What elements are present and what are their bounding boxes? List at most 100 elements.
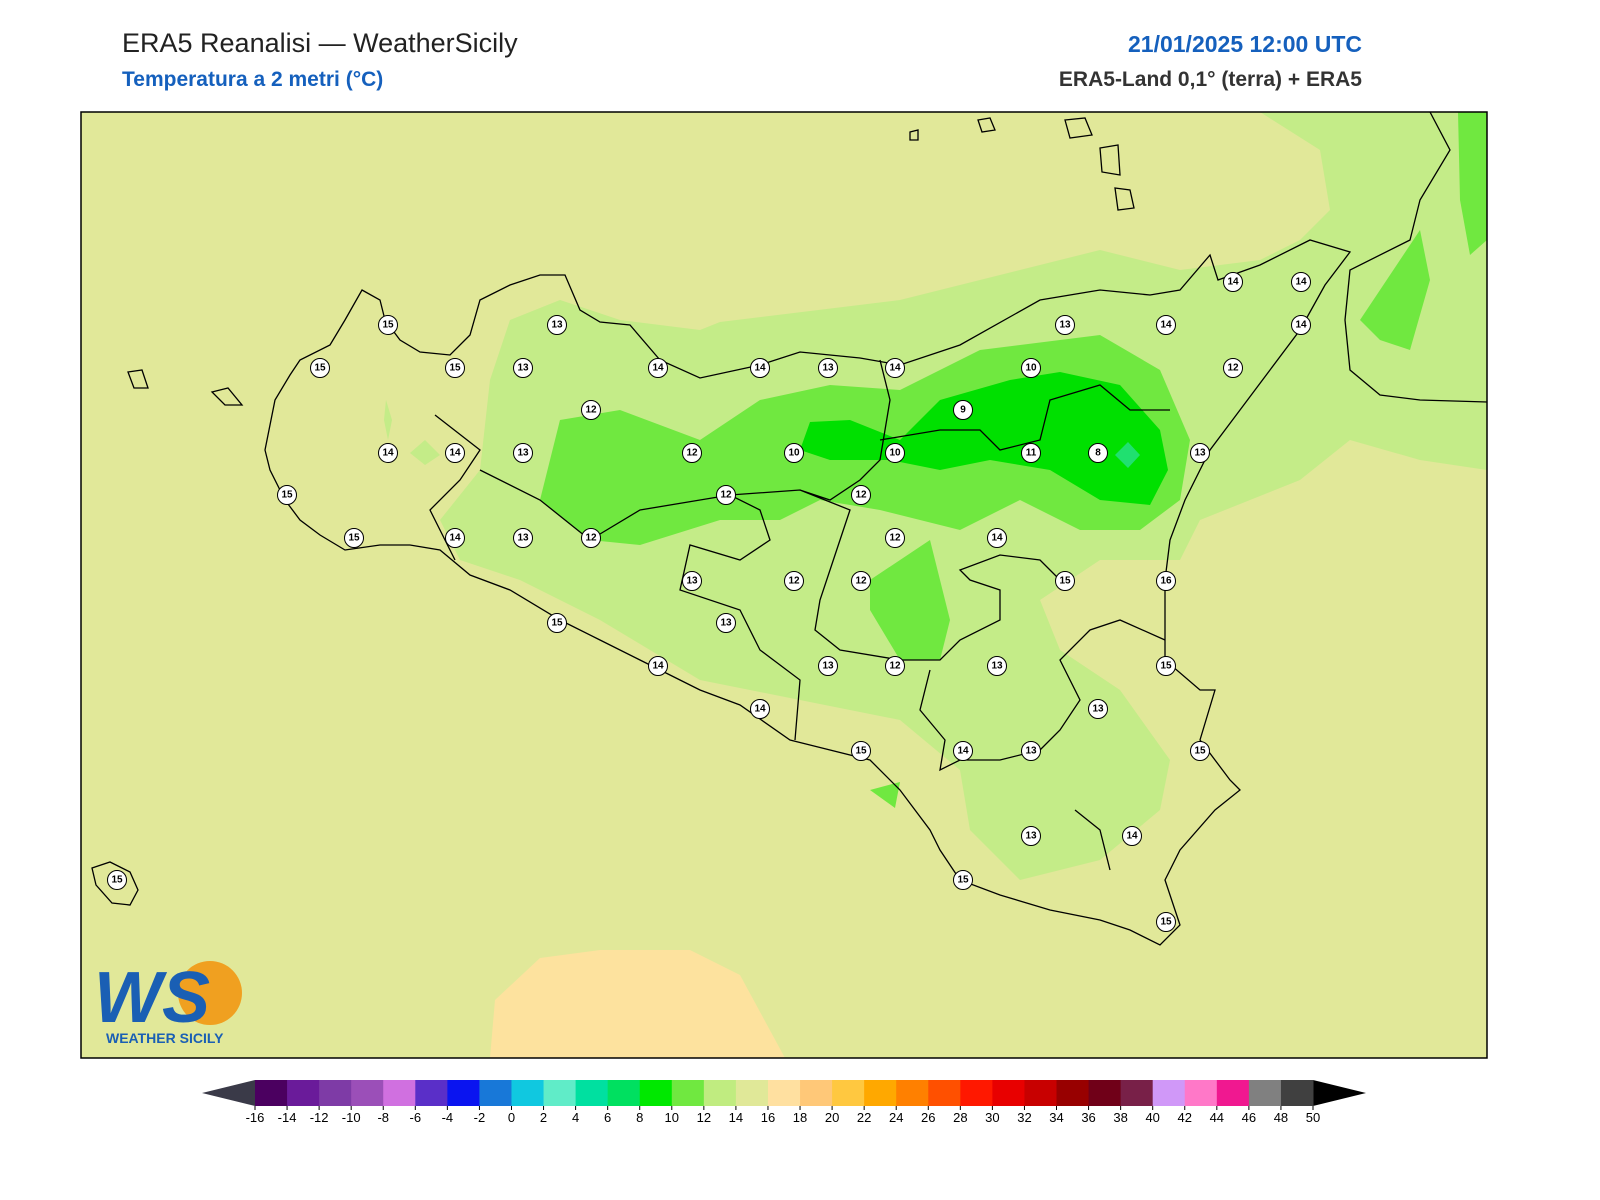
- station-marker: [716, 613, 736, 633]
- colorbar-bin: [832, 1080, 865, 1106]
- station-marker: [1021, 443, 1041, 463]
- station-value: 14: [1295, 277, 1307, 288]
- station-marker: [1021, 358, 1041, 378]
- station: 10: [784, 443, 804, 463]
- colorbar-label: 42: [1178, 1110, 1192, 1125]
- station-marker: [107, 870, 127, 890]
- station-value: 14: [889, 363, 901, 374]
- station: 15: [107, 870, 127, 890]
- station-value: 12: [585, 405, 597, 416]
- station: 15: [953, 870, 973, 890]
- station-value: 12: [855, 576, 867, 587]
- sicily-coast: [264, 239, 1352, 946]
- station-marker: [1021, 826, 1041, 846]
- station-value: 12: [889, 661, 901, 672]
- colorbar-label: -6: [410, 1110, 422, 1125]
- station-value: 14: [754, 363, 766, 374]
- colorbar-bin: [671, 1080, 705, 1106]
- station-value: 15: [1194, 746, 1206, 757]
- station-value: 13: [517, 533, 529, 544]
- station-marker: [1055, 315, 1075, 335]
- station-marker: [277, 485, 297, 505]
- station-marker: [344, 528, 364, 548]
- colorbar-bin: [415, 1080, 448, 1106]
- station-value: 12: [1227, 363, 1239, 374]
- contour-16: [490, 950, 785, 1058]
- colorbar-bin: [255, 1080, 288, 1106]
- station-marker: [1156, 656, 1176, 676]
- station: 14: [1156, 315, 1176, 335]
- station-marker: [1223, 358, 1243, 378]
- colorbar-bin: [1056, 1080, 1090, 1106]
- station: 14: [1291, 272, 1311, 292]
- station: 15: [1190, 741, 1210, 761]
- station-marker: [953, 741, 973, 761]
- station: 12: [581, 400, 601, 420]
- station-marker: [818, 358, 838, 378]
- station-value: 13: [1059, 320, 1071, 331]
- station-value: 12: [585, 533, 597, 544]
- colorbar-bin: [896, 1080, 929, 1106]
- station-value: 15: [111, 875, 123, 886]
- station: 10: [1021, 358, 1041, 378]
- station-marker: [581, 528, 601, 548]
- colorbar-label: -8: [377, 1110, 389, 1125]
- station: 13: [716, 613, 736, 633]
- station: 9: [953, 400, 973, 420]
- station-value: 13: [1092, 704, 1104, 715]
- station-marker: [885, 528, 905, 548]
- stations: 15 13 15 15 13 14 14 13 14 13 14 14 14 14 10 12 12 9 14 14 1…: [107, 272, 1311, 932]
- contour-14c: [384, 400, 440, 465]
- station-marker: [682, 443, 702, 463]
- station: 14: [378, 443, 398, 463]
- station-value: 8: [1095, 448, 1101, 459]
- station: 14: [750, 699, 770, 719]
- station-value: 13: [1194, 448, 1206, 459]
- colorbar-label: 22: [857, 1110, 871, 1125]
- colorbar-label: 6: [604, 1110, 611, 1125]
- colorbar-label: -12: [310, 1110, 329, 1125]
- colorbar-bin: [543, 1080, 577, 1106]
- colorbar-bin: [928, 1080, 961, 1106]
- colorbar-bin: [800, 1080, 833, 1106]
- station-marker: [547, 315, 567, 335]
- station-value: 14: [652, 661, 664, 672]
- station-marker: [1156, 315, 1176, 335]
- station-value: 12: [788, 576, 800, 587]
- station-value: 15: [957, 875, 969, 886]
- colorbar-label: 40: [1145, 1110, 1159, 1125]
- logo-mark: WS: [94, 958, 210, 1038]
- colorbar-bin: [1088, 1080, 1122, 1106]
- colorbar-label: 2: [540, 1110, 547, 1125]
- datetime: 21/01/2025 12:00 UTC: [1128, 31, 1362, 57]
- colorbar-bin: [479, 1080, 512, 1106]
- colorbar-bin: [287, 1080, 320, 1106]
- station-value: 13: [517, 363, 529, 374]
- colorbar-bin: [447, 1080, 480, 1106]
- colorbar-label: 14: [729, 1110, 743, 1125]
- station: 12: [682, 443, 702, 463]
- map: 15 13 15 15 13 14 14 13 14 13 14 14 14 14 10 12 12 9 14 14 1…: [80, 111, 1488, 1059]
- colorbar-bin: [992, 1080, 1025, 1106]
- colorbar-bin: [864, 1080, 897, 1106]
- station-value: 14: [1160, 320, 1172, 331]
- colorbar-bin: [1184, 1080, 1218, 1106]
- station-value: 14: [449, 448, 461, 459]
- colorbar-bin: [1024, 1080, 1058, 1106]
- station: 13: [818, 358, 838, 378]
- colorbar-bin: [575, 1080, 609, 1106]
- station-marker: [1156, 571, 1176, 591]
- colorbar-bin: [767, 1080, 801, 1106]
- station-value: 9: [960, 405, 966, 416]
- colorbar-label: 30: [985, 1110, 999, 1125]
- station-value: 12: [720, 490, 732, 501]
- islands: [91, 117, 1135, 906]
- station: 14: [750, 358, 770, 378]
- station-marker: [1223, 272, 1243, 292]
- station-marker: [885, 656, 905, 676]
- station-marker: [1055, 571, 1075, 591]
- colorbar-label: -2: [474, 1110, 486, 1125]
- colorbar-bin: [703, 1080, 737, 1106]
- station-value: 15: [348, 533, 360, 544]
- station-value: 13: [686, 576, 698, 587]
